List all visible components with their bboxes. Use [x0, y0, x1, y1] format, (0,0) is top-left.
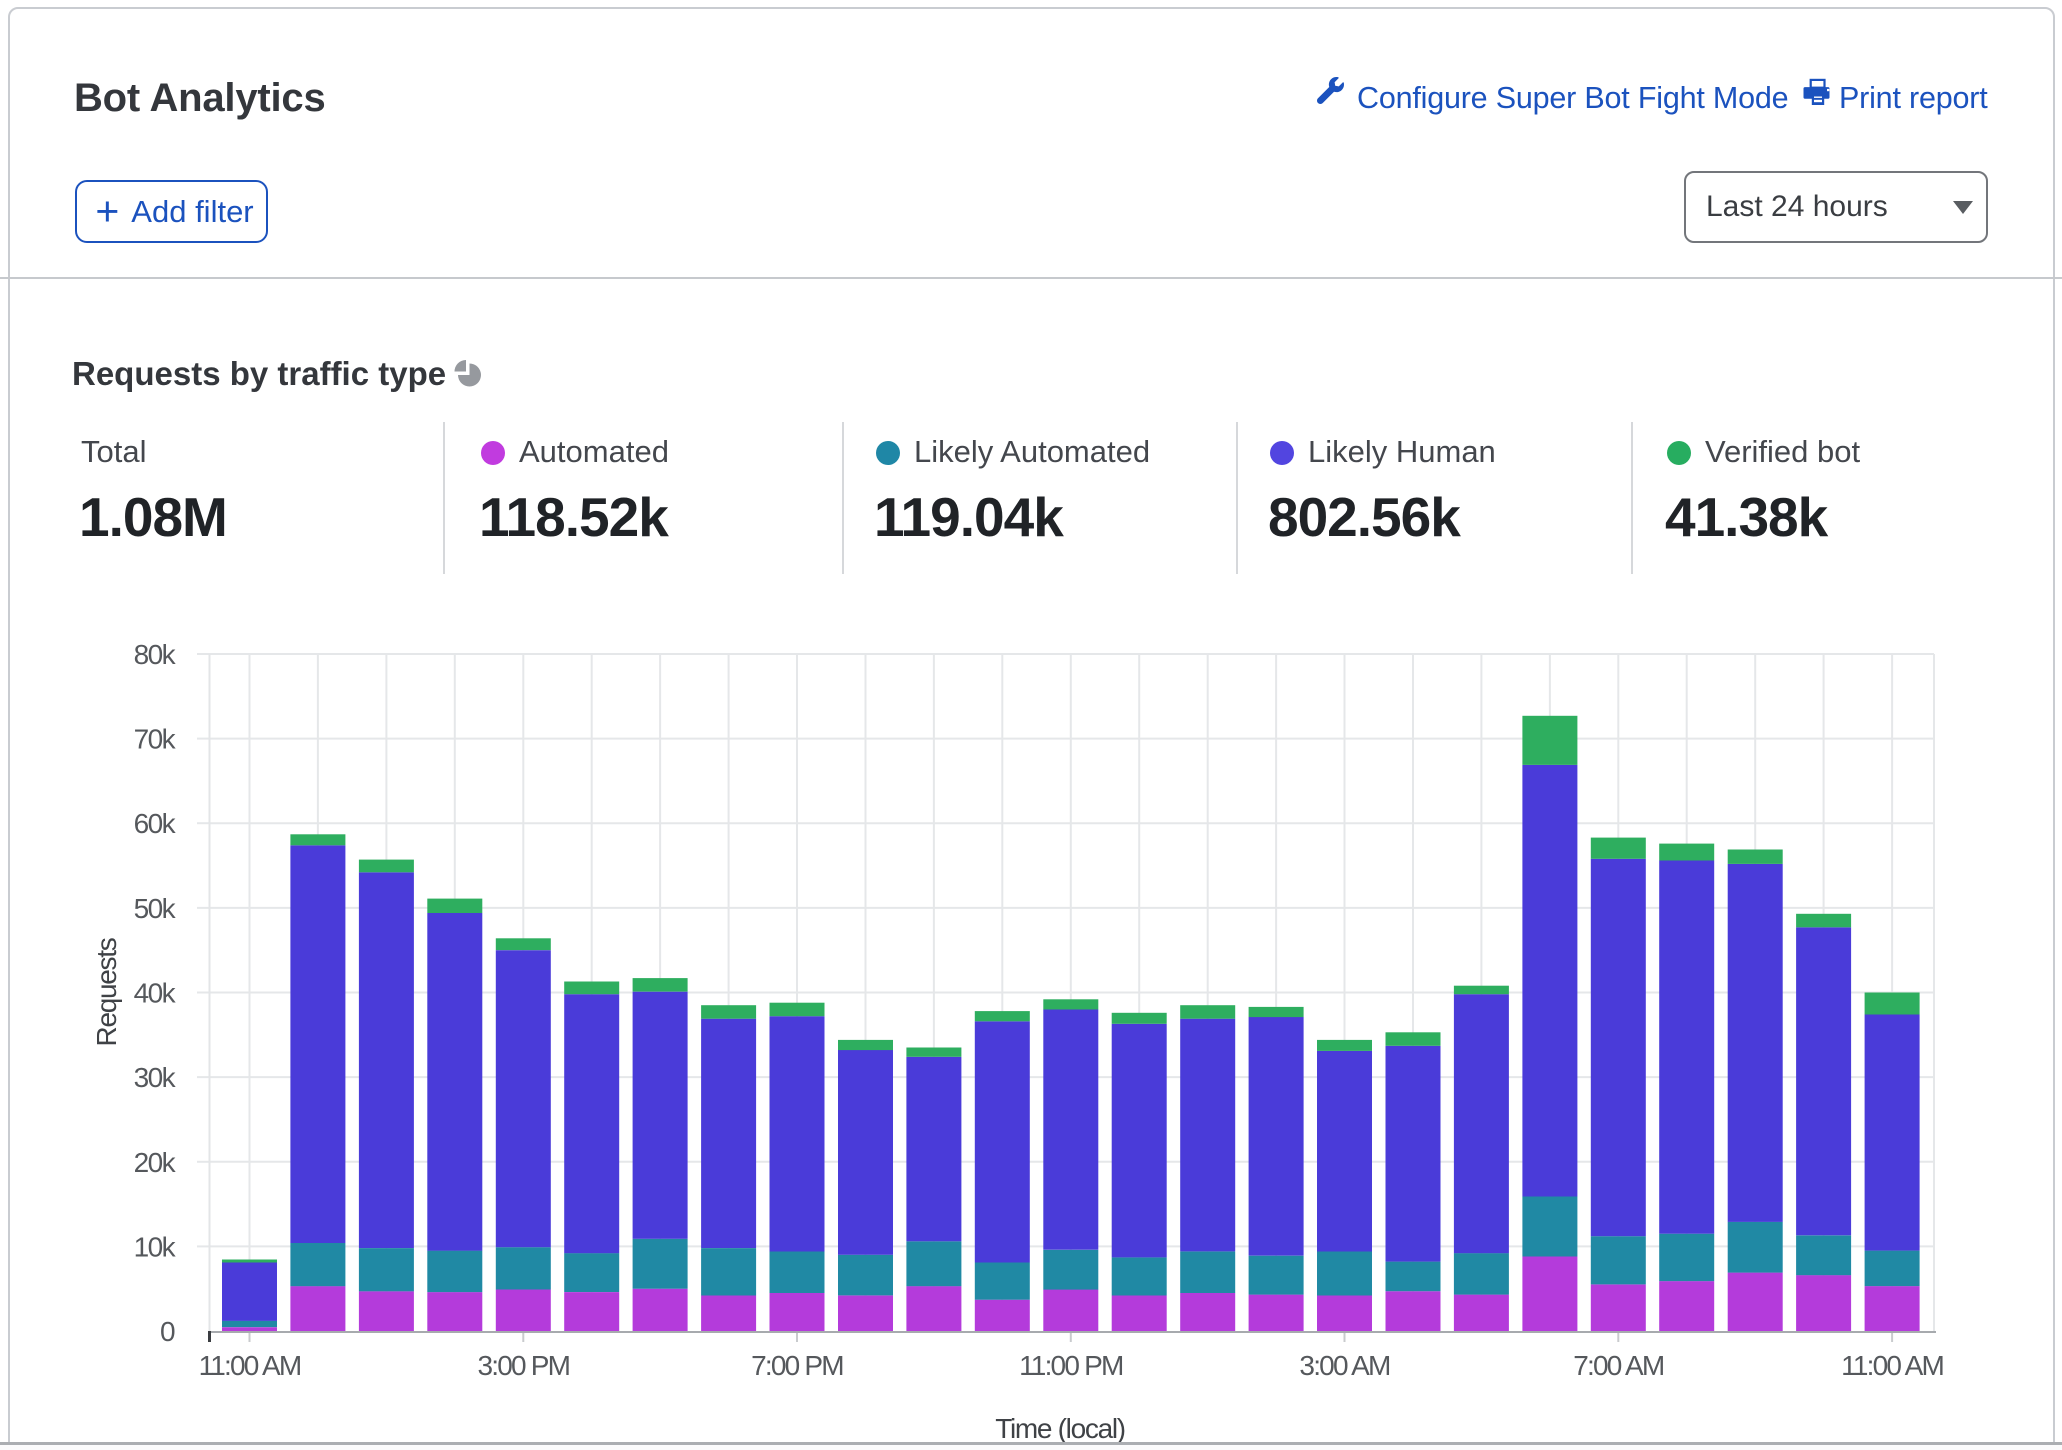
svg-text:60k: 60k	[134, 808, 177, 839]
svg-text:10k: 10k	[134, 1231, 177, 1262]
svg-text:0: 0	[160, 1316, 175, 1347]
svg-text:11:00 AM: 11:00 AM	[1841, 1350, 1943, 1381]
svg-text:3:00 AM: 3:00 AM	[1299, 1350, 1390, 1381]
svg-text:70k: 70k	[134, 724, 177, 755]
svg-text:7:00 PM: 7:00 PM	[751, 1350, 843, 1381]
svg-text:11:00 AM: 11:00 AM	[199, 1350, 301, 1381]
svg-text:Requests: Requests	[91, 938, 122, 1046]
svg-text:11:00 PM: 11:00 PM	[1019, 1350, 1123, 1381]
svg-text:3:00 PM: 3:00 PM	[477, 1350, 569, 1381]
svg-text:80k: 80k	[134, 639, 177, 670]
svg-text:20k: 20k	[134, 1147, 177, 1178]
svg-text:30k: 30k	[134, 1062, 177, 1093]
svg-text:7:00 AM: 7:00 AM	[1573, 1350, 1664, 1381]
svg-text:40k: 40k	[134, 978, 177, 1009]
svg-text:50k: 50k	[134, 893, 177, 924]
svg-text:Time (local): Time (local)	[995, 1413, 1125, 1444]
